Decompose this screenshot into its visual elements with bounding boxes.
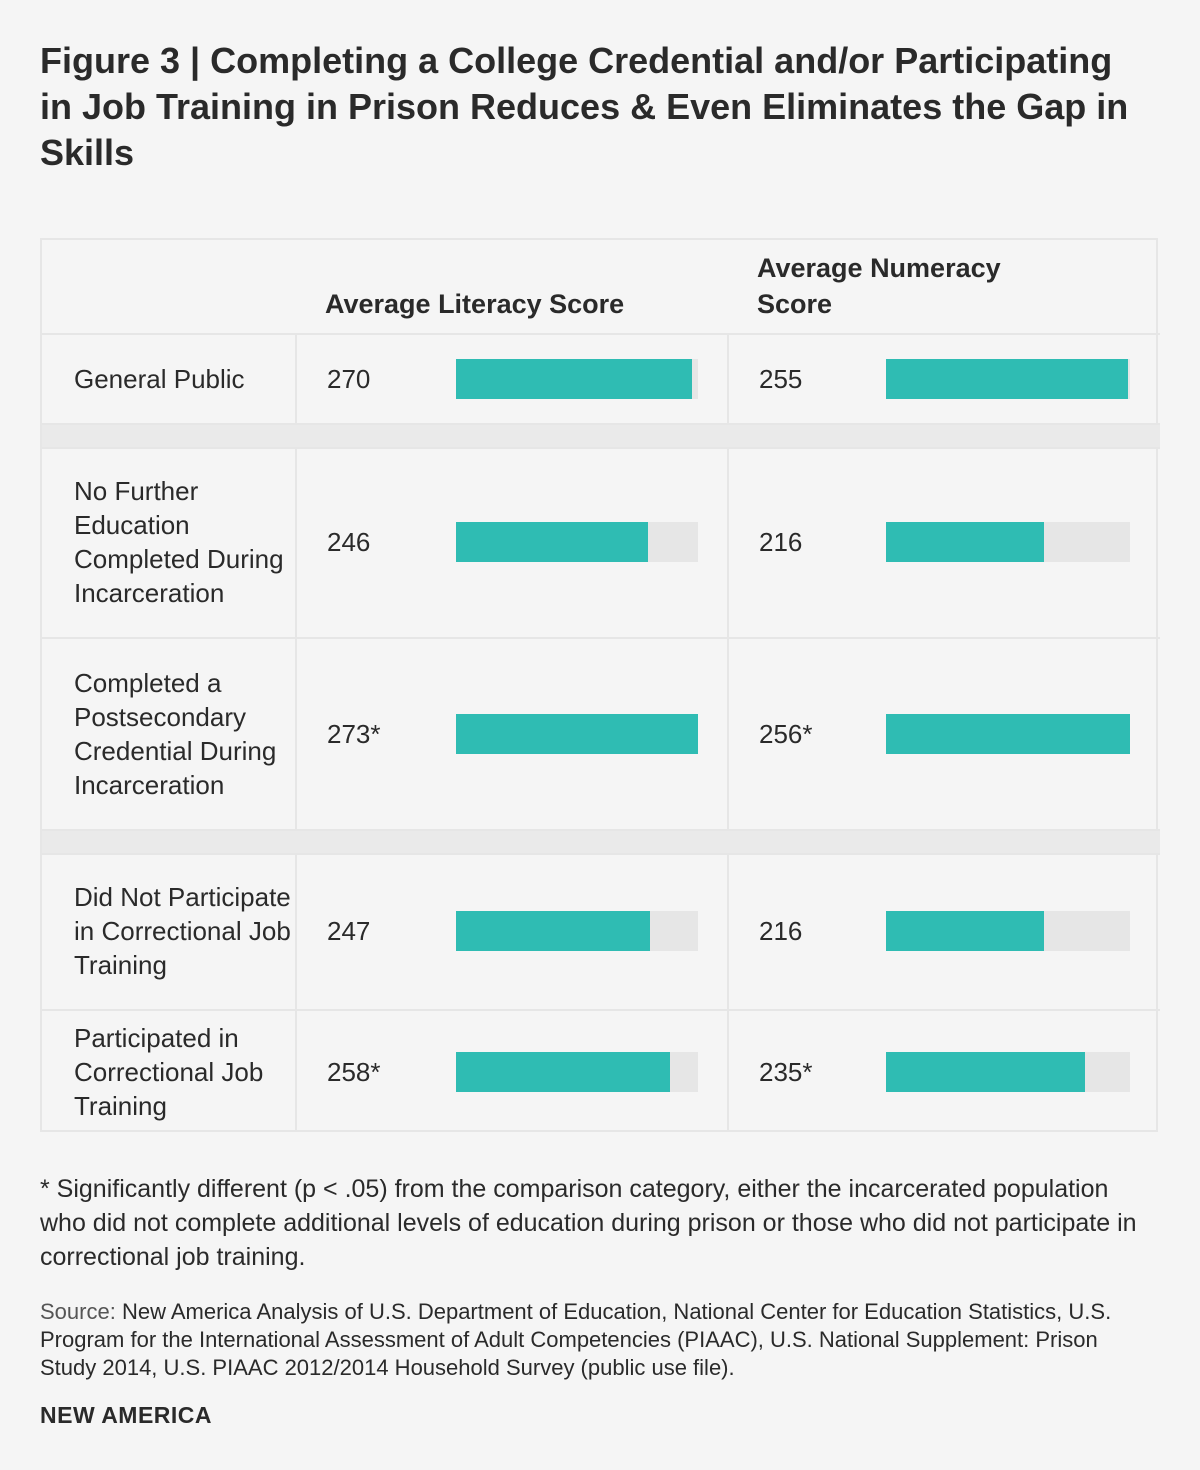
row-divider xyxy=(42,637,1160,639)
brand-logo: NEW AMERICA xyxy=(40,1402,213,1428)
figure-title: Figure 3 | Completing a College Credenti… xyxy=(40,40,1129,173)
bar xyxy=(886,1051,1085,1092)
row-label: Participated in Correctional Job Trainin… xyxy=(74,1022,264,1121)
bar-track xyxy=(456,1051,698,1092)
bar-track xyxy=(886,359,1130,399)
column-divider xyxy=(295,447,297,637)
bar xyxy=(886,911,1044,951)
group-spacer xyxy=(42,831,1160,853)
value-label: 235* xyxy=(759,1056,813,1087)
row-label: Did Not Participate in Correctional Job … xyxy=(74,882,291,980)
bar-track xyxy=(886,1051,1130,1092)
bar-track xyxy=(886,714,1130,754)
value-label: 216 xyxy=(759,527,803,557)
row-label: General Public xyxy=(74,364,245,394)
bar-track xyxy=(456,522,698,562)
bar-track xyxy=(456,911,698,951)
row-divider xyxy=(42,423,1160,425)
column-divider xyxy=(727,639,729,829)
bar xyxy=(456,911,650,951)
row-label: No Further Education Completed During In… xyxy=(74,476,284,608)
value-label: 247 xyxy=(327,916,371,946)
column-divider xyxy=(295,853,297,1009)
row-divider xyxy=(42,447,1160,449)
row-divider xyxy=(42,829,1160,831)
row-divider xyxy=(42,853,1160,855)
row-divider xyxy=(42,333,1160,335)
bar xyxy=(456,359,693,399)
row-divider xyxy=(42,1009,1160,1011)
column-divider xyxy=(295,639,297,829)
data-table: Average Literacy Score Average Numeracy … xyxy=(40,238,1160,1132)
value-label: 255 xyxy=(759,364,803,394)
row-label: Completed a Postsecondary Credential Dur… xyxy=(74,668,277,800)
group-spacer xyxy=(42,425,1160,447)
column-divider xyxy=(295,1011,297,1132)
bar xyxy=(456,522,648,562)
bar xyxy=(886,522,1044,562)
bar xyxy=(886,359,1128,399)
value-label: 258* xyxy=(327,1056,381,1087)
column-divider xyxy=(727,853,729,1009)
numeracy-header: Average Numeracy Score xyxy=(757,253,1001,319)
column-divider xyxy=(295,335,297,423)
source-text: New America Analysis of U.S. Department … xyxy=(40,1299,1112,1380)
value-label: 216 xyxy=(759,916,803,946)
footnote: * Significantly different (p < .05) from… xyxy=(40,1175,1137,1271)
source-note: Source: New America Analysis of U.S. Dep… xyxy=(40,1298,1158,1382)
literacy-header: Average Literacy Score xyxy=(325,289,625,319)
column-divider xyxy=(727,447,729,637)
source-label: Source: xyxy=(40,1299,116,1324)
value-label: 270 xyxy=(327,364,371,394)
value-label: 273* xyxy=(327,719,381,749)
bar-track xyxy=(886,522,1130,562)
bar-track xyxy=(456,714,698,754)
bar xyxy=(456,1051,671,1092)
bar-track xyxy=(456,359,698,399)
column-divider xyxy=(727,335,729,423)
column-divider xyxy=(727,1011,729,1132)
bar xyxy=(456,714,698,754)
bar xyxy=(886,714,1130,754)
bar-track xyxy=(886,911,1130,951)
value-label: 256* xyxy=(759,719,813,749)
value-label: 246 xyxy=(327,527,371,557)
